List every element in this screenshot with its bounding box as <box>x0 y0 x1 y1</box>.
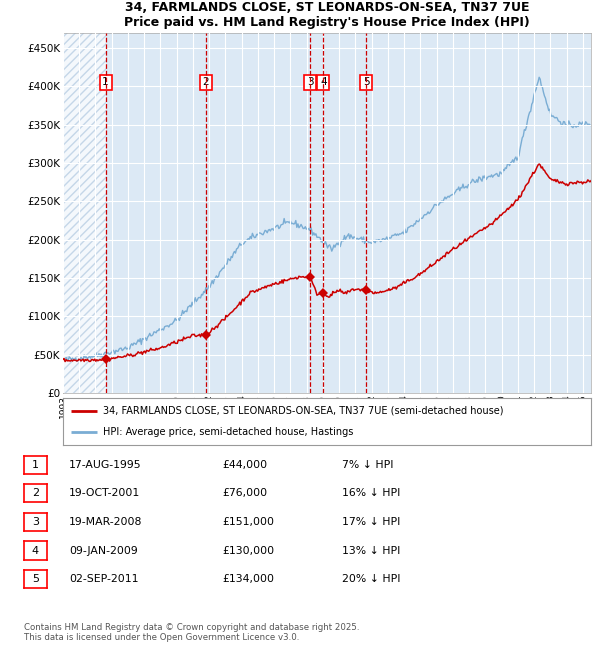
Text: 7% ↓ HPI: 7% ↓ HPI <box>342 460 394 470</box>
Text: £134,000: £134,000 <box>222 574 274 584</box>
Text: 17-AUG-1995: 17-AUG-1995 <box>69 460 142 470</box>
Bar <box>63 32 106 393</box>
Text: 2: 2 <box>203 77 209 87</box>
Text: 1: 1 <box>102 77 109 87</box>
Text: 4: 4 <box>320 77 326 87</box>
Text: £44,000: £44,000 <box>222 460 267 470</box>
Text: 3: 3 <box>307 77 314 87</box>
Text: 3: 3 <box>32 517 39 527</box>
Text: 13% ↓ HPI: 13% ↓ HPI <box>342 545 400 556</box>
Text: 19-OCT-2001: 19-OCT-2001 <box>69 488 140 499</box>
Text: 20% ↓ HPI: 20% ↓ HPI <box>342 574 401 584</box>
Text: 19-MAR-2008: 19-MAR-2008 <box>69 517 142 527</box>
Text: 5: 5 <box>32 574 39 584</box>
Text: 2: 2 <box>32 488 39 499</box>
Text: 16% ↓ HPI: 16% ↓ HPI <box>342 488 400 499</box>
Text: 1: 1 <box>32 460 39 470</box>
Text: £151,000: £151,000 <box>222 517 274 527</box>
Text: 5: 5 <box>363 77 370 87</box>
Text: 02-SEP-2011: 02-SEP-2011 <box>69 574 139 584</box>
Text: 09-JAN-2009: 09-JAN-2009 <box>69 545 138 556</box>
Text: £130,000: £130,000 <box>222 545 274 556</box>
Title: 34, FARMLANDS CLOSE, ST LEONARDS-ON-SEA, TN37 7UE
Price paid vs. HM Land Registr: 34, FARMLANDS CLOSE, ST LEONARDS-ON-SEA,… <box>124 1 530 29</box>
Text: £76,000: £76,000 <box>222 488 267 499</box>
Text: HPI: Average price, semi-detached house, Hastings: HPI: Average price, semi-detached house,… <box>103 428 353 437</box>
Text: 4: 4 <box>32 545 39 556</box>
Text: 34, FARMLANDS CLOSE, ST LEONARDS-ON-SEA, TN37 7UE (semi-detached house): 34, FARMLANDS CLOSE, ST LEONARDS-ON-SEA,… <box>103 406 503 415</box>
Text: Contains HM Land Registry data © Crown copyright and database right 2025.
This d: Contains HM Land Registry data © Crown c… <box>24 623 359 642</box>
Text: 17% ↓ HPI: 17% ↓ HPI <box>342 517 400 527</box>
